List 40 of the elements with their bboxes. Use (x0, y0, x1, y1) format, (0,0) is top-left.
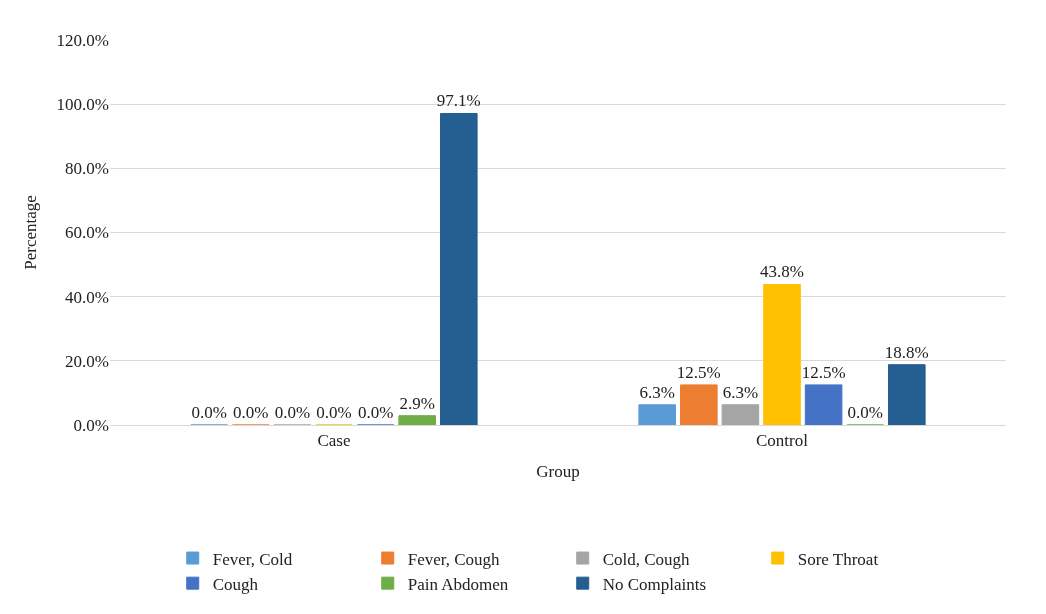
x-axis-title: Group (536, 461, 580, 481)
x-tick-label: Case (317, 431, 351, 451)
y-tick-label: 100.0% (56, 95, 109, 115)
data-label: 2.9% (399, 393, 435, 413)
bar (638, 404, 676, 425)
bar (680, 384, 718, 425)
data-label: 12.5% (676, 362, 721, 382)
bar (721, 404, 760, 425)
legend-label: Sore Throat (797, 549, 879, 569)
bar (398, 415, 436, 425)
data-label: 18.8% (884, 342, 929, 362)
data-label: 0.0% (847, 403, 883, 422)
legend-label: Fever, Cough (407, 549, 501, 569)
legend-label: No Complaints (602, 574, 707, 594)
legend-label: Fever, Cold (212, 549, 293, 569)
legend-label: Cough (212, 574, 259, 594)
legend-label: Pain Abdomen (407, 574, 509, 594)
y-tick-label: 20.0% (65, 351, 109, 371)
data-label: 43.8% (760, 262, 804, 282)
legend-label: Cold, Cough (602, 549, 691, 569)
y-tick-label: 0.0% (73, 415, 109, 435)
bar (888, 364, 926, 425)
y-tick-label: 40.0% (65, 287, 109, 307)
data-label: 0.0% (233, 403, 269, 422)
data-label: 0.0% (357, 403, 394, 422)
bar (804, 384, 843, 425)
y-axis-title: Percentage (21, 195, 41, 270)
y-tick-label: 80.0% (65, 159, 109, 179)
data-label: 0.0% (191, 403, 227, 422)
y-tick-label: 60.0% (65, 223, 109, 243)
x-tick-label: Control (756, 431, 809, 451)
data-label: 0.0% (274, 403, 311, 422)
bar (763, 283, 801, 425)
data-label: 6.3% (722, 382, 759, 402)
data-label: 97.1% (436, 91, 481, 111)
data-label: 0.0% (316, 403, 352, 422)
bar (440, 112, 478, 425)
y-tick-label: 120.0% (56, 30, 109, 50)
data-label: 6.3% (639, 382, 675, 402)
data-label: 12.5% (801, 362, 846, 382)
